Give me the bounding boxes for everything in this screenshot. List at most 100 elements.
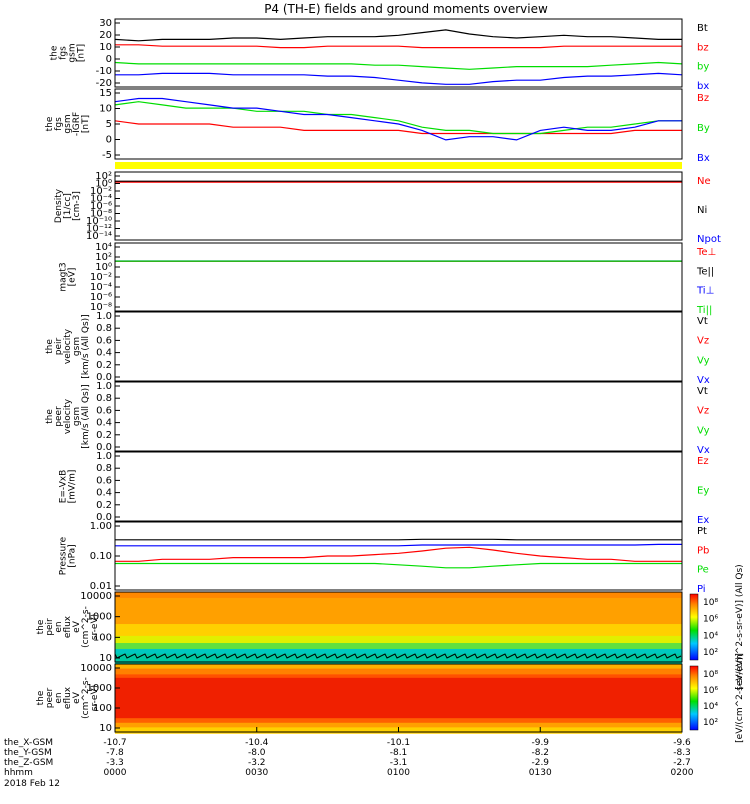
- y-tick-label: -20: [96, 78, 112, 89]
- y-tick-label: 1.0: [96, 381, 112, 392]
- y-tick-label: 10⁻⁸: [90, 302, 112, 313]
- legend-entry: Pi: [697, 584, 706, 595]
- legend-entry: Npot: [697, 234, 721, 245]
- spectrogram-band: [115, 652, 682, 655]
- legend-entry: Vz: [697, 406, 709, 417]
- spectrogram-band: [115, 645, 682, 648]
- spectrogram-band: [115, 711, 682, 713]
- legend-entry: Te||: [696, 266, 714, 277]
- y-axis-label: fgs: [59, 46, 69, 60]
- y-axis-label: [cm-3]: [72, 191, 82, 221]
- y-tick-label: 0.0: [96, 512, 112, 523]
- y-axis-label: [eV]: [68, 268, 78, 287]
- spectrogram-band: [115, 659, 682, 662]
- series-line: [114, 61, 683, 70]
- y-tick-label: 10⁻⁶: [90, 292, 112, 303]
- y-axis-label: (cm^2-s-: [81, 677, 91, 719]
- y-axis-label: E=-VxB: [59, 470, 69, 504]
- y-axis-label: (cm^2-s-: [81, 606, 91, 648]
- spectrogram-band: [115, 700, 682, 703]
- spectrogram-band: [115, 635, 682, 638]
- y-tick-label: 10²: [95, 171, 112, 182]
- spectrogram-band: [115, 602, 682, 605]
- spectrogram-band: [115, 685, 682, 688]
- series-line: [115, 72, 683, 85]
- y-axis-label: en: [54, 621, 64, 632]
- y-tick-label: 10000: [80, 591, 112, 602]
- chart-title: P4 (TH-E) fields and ground moments over…: [264, 2, 548, 16]
- legend-entry: bx: [697, 81, 709, 92]
- spectrogram-band: [115, 644, 682, 646]
- spectrogram-band: [115, 613, 682, 616]
- spectrogram-band: [115, 722, 682, 725]
- x-axis-row-value: 0200: [671, 768, 694, 778]
- spectrogram-band: [115, 612, 682, 614]
- spectrogram-band: [115, 687, 682, 689]
- legend-entry: Ez: [697, 456, 709, 467]
- legend-entry: Vz: [697, 336, 709, 347]
- series-line: [114, 97, 682, 141]
- spectrogram-band: [115, 692, 682, 695]
- x-axis-row-value: -2.7: [673, 758, 691, 768]
- x-axis-row-value: -3.3: [106, 758, 124, 768]
- spectrogram-band: [115, 592, 682, 594]
- y-tick-label: 0.0: [96, 442, 112, 453]
- spectrogram-band: [115, 683, 682, 686]
- y-axis-label: velocity: [63, 328, 73, 364]
- spectrogram-band: [115, 677, 682, 680]
- y-tick-label: 100: [93, 703, 112, 714]
- y-tick-label: -5: [102, 150, 112, 161]
- y-axis-label: [nT]: [77, 44, 87, 62]
- y-tick-label: 10²: [95, 252, 112, 263]
- spectrogram-band: [115, 653, 682, 656]
- x-axis-row-value: -8.1: [390, 748, 408, 758]
- y-tick-label: 10⁴: [95, 242, 112, 253]
- spectrogram-band: [115, 673, 682, 675]
- spectrogram-band: [115, 710, 682, 712]
- x-axis-row-value: -10.4: [245, 738, 269, 748]
- x-axis-row-value: 0000: [104, 768, 127, 778]
- x-axis-row-value: -9.6: [673, 738, 691, 748]
- spectrogram-band: [115, 698, 682, 701]
- y-tick-label: 10: [99, 42, 112, 53]
- x-axis-row-label: the_X-GSM: [4, 738, 53, 748]
- spectrogram-band: [115, 674, 682, 677]
- legend-entry: Vt: [697, 386, 708, 397]
- colorbar-tick-label: 10⁸: [703, 670, 718, 680]
- legend-entry: Ni: [697, 205, 707, 216]
- spectrogram-band: [115, 691, 682, 694]
- x-axis-row-value: -8.2: [531, 748, 549, 758]
- x-axis-row-value: -10.7: [103, 738, 126, 748]
- spectrogram-band: [115, 610, 682, 613]
- spectrogram-band: [115, 662, 682, 664]
- spectrogram-band: [115, 643, 682, 645]
- y-tick-label: 0.4: [96, 348, 112, 359]
- spectrogram-band: [115, 595, 682, 598]
- y-tick-label: 10⁻¹⁴: [86, 231, 112, 242]
- spectrogram-band: [115, 669, 682, 672]
- spectrogram-band: [115, 622, 682, 625]
- y-axis-label: the: [36, 619, 46, 634]
- y-axis-label: peer: [54, 406, 64, 427]
- spectrogram-band: [115, 693, 682, 696]
- series-line: [114, 29, 682, 42]
- spectrogram-band: [115, 670, 682, 673]
- series-line: [115, 543, 682, 547]
- legend-entry: Ex: [697, 515, 709, 526]
- spectrogram-band: [115, 667, 682, 670]
- spectrogram-band: [115, 720, 682, 723]
- y-axis-label: [km/s (All Qs)]: [81, 384, 91, 448]
- colorbar-tick-label: 10⁶: [703, 615, 718, 625]
- y-tick-label: 100: [93, 632, 112, 643]
- y-tick-label: 1.0: [96, 451, 112, 462]
- spectrogram-band: [115, 594, 682, 597]
- y-tick-label: 10⁰: [95, 262, 112, 273]
- spectrogram-band: [115, 599, 682, 601]
- spectrogram-band: [115, 597, 682, 600]
- legend-entry: Vx: [697, 375, 710, 386]
- y-tick-label: 0.8: [96, 323, 112, 334]
- spectrogram-band: [115, 713, 682, 716]
- legend-entry: Pe: [697, 565, 709, 576]
